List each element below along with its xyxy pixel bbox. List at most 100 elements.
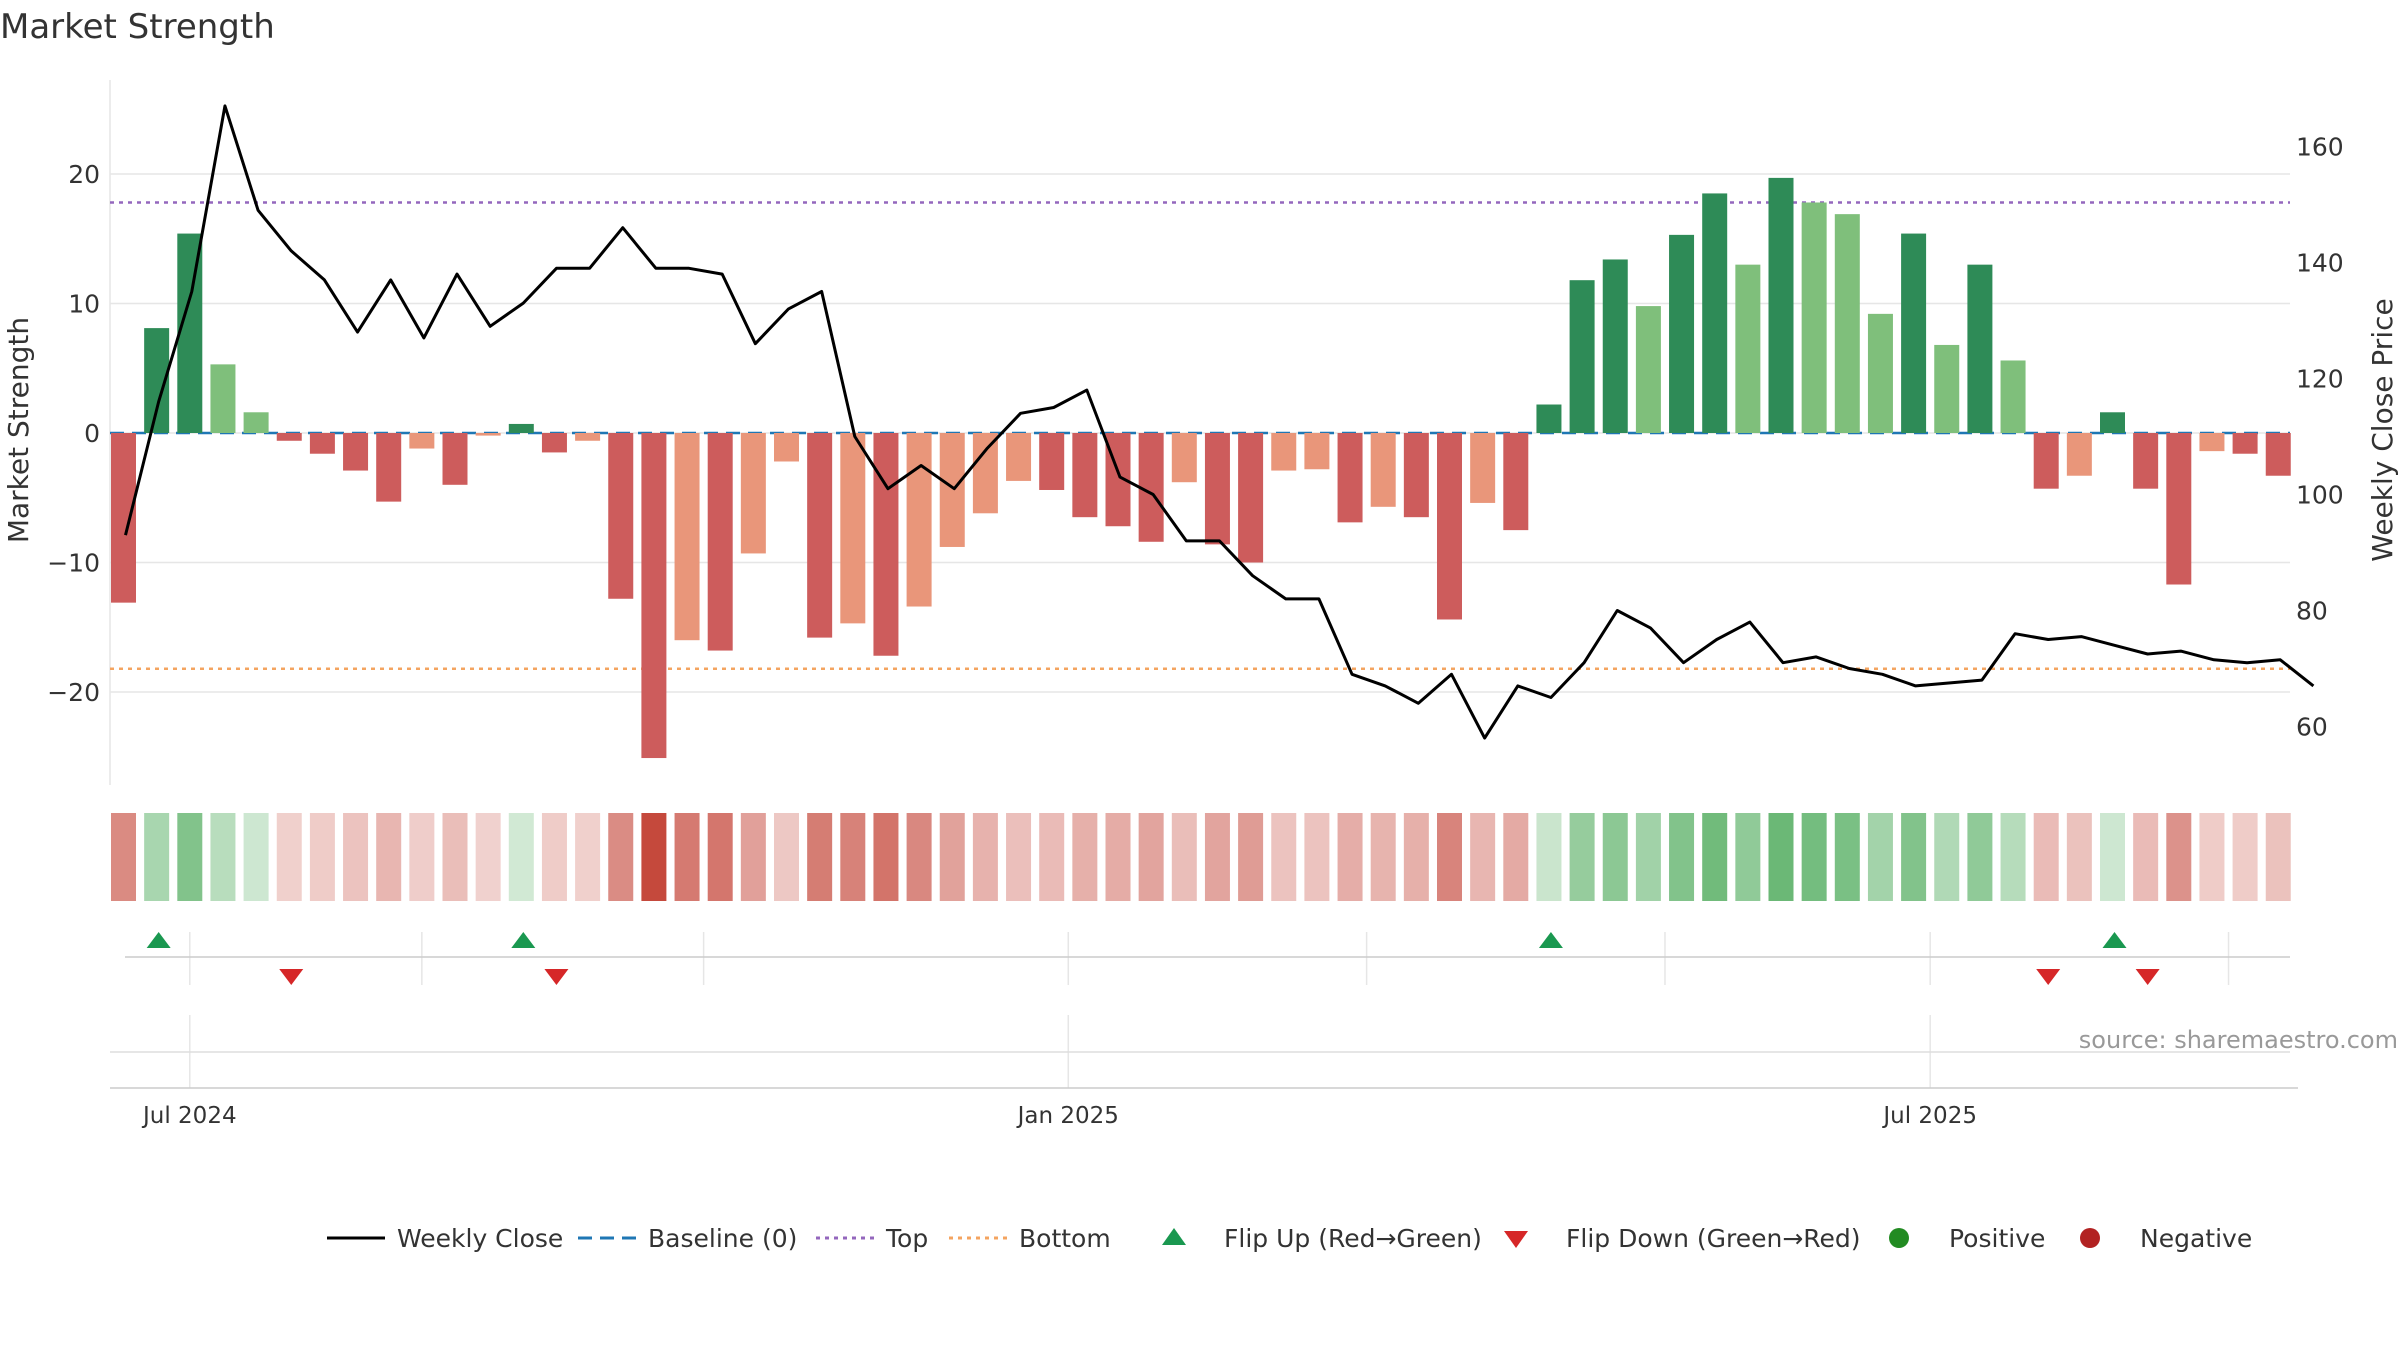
strength-bar [1171,433,1197,483]
strength-bar [1204,433,1230,545]
heatmap-cell [1138,813,1164,901]
strength-bars [111,177,2291,759]
legend-swatch-flip-down [1504,1231,1528,1248]
y2-axis-label: Weekly Close Price [2366,298,2399,561]
heatmap-cell [442,813,468,901]
strength-bar [442,433,468,485]
y-axis-label: Market Strength [2,317,35,543]
strength-bar [1801,202,1827,433]
weekly-close-line [124,104,2315,740]
heatmap-cell [1370,813,1396,901]
heatmap-cell [376,813,402,901]
strength-bar [309,433,335,454]
y-tick-label: 10 [68,290,100,319]
strength-bar [541,433,567,453]
y-tick-label: −20 [47,678,100,707]
heatmap-cell [111,813,136,901]
heatmap-cell [1635,813,1661,901]
heatmap-cell [1171,813,1197,901]
strength-bar [1768,177,1794,433]
heatmap-cell [1768,813,1794,901]
x-tick-label: Jul 2024 [141,1103,237,1129]
flip-down-marker [2135,969,2160,985]
strength-bar [1403,433,1429,518]
heatmap-cell [276,813,302,901]
heatmap-cell [309,813,335,901]
strength-bar [740,433,766,554]
heatmap-cell [1801,813,1827,901]
strength-bar [1006,433,1032,481]
strength-bar [575,433,601,441]
date-axis-panel: Jul 2024 Jan 2025 Jul 2025 [110,1015,2298,1129]
strength-bar [376,433,402,502]
heatmap-cell [2199,813,2225,901]
strength-bar [1271,433,1297,471]
y2-tick-label: 60 [2296,713,2328,742]
strength-bar [1602,259,1628,433]
heatmap-cell [1602,813,1628,901]
strength-bar [508,423,534,433]
strength-bar [972,433,998,514]
flip-up-marker [2102,932,2127,948]
strength-heatmap-strip [111,813,2291,901]
heatmap-cell [840,813,866,901]
heatmap-cell [740,813,766,901]
heatmap-cell [1536,813,1562,901]
strength-bar [1569,280,1595,433]
strength-bar [177,233,203,433]
reference-lines [110,201,2290,670]
y-tick-label: 20 [68,160,100,189]
heatmap-cell [1304,813,1330,901]
heatmap-cell [210,813,236,901]
strength-bar [2232,433,2258,454]
heatmap-cell [1072,813,1098,901]
heatmap-cell [243,813,269,901]
flip-down-marker [2036,969,2061,985]
strength-bar [1967,264,1993,433]
legend-swatch-negative [2080,1228,2100,1248]
strength-bar [2265,433,2291,476]
strength-bar [1934,344,1960,433]
y2-tick-label: 120 [2296,365,2344,394]
strength-bar [1867,313,1893,433]
heatmap-cell [641,813,667,901]
legend-label: Negative [2140,1224,2252,1253]
heatmap-cell [409,813,435,901]
heatmap-cell [972,813,998,901]
heatmap-cell [2066,813,2092,901]
heatmap-cell [873,813,899,901]
heatmap-cell [575,813,601,901]
strength-bar [1238,433,1264,563]
heatmap-cell [1569,813,1595,901]
heatmap-cell [2232,813,2258,901]
strength-bar [2100,412,2125,433]
strength-bar [210,364,236,433]
heatmap-cell [1337,813,1363,901]
strength-bar [707,433,733,651]
y-tick-label: −10 [47,549,100,578]
strength-bar [343,433,369,471]
heatmap-cell [541,813,567,901]
legend: Weekly Close Baseline (0) Top Bottom Flip Up… [327,1224,2252,1253]
strength-bar [1437,433,1462,620]
strength-bar [276,433,302,441]
heatmap-cell [1735,813,1761,901]
flip-down-marker [279,969,304,985]
heatmap-cell [475,813,501,901]
strength-bar [111,433,136,603]
heatmap-cell [1834,813,1860,901]
heatmap-cell [1105,813,1131,901]
y2-tick-label: 80 [2296,597,2328,626]
strength-bar [1635,306,1661,433]
heatmap-cell [939,813,965,901]
legend-label: Flip Up (Red→Green) [1224,1224,1482,1253]
heatmap-cell [1934,813,1960,901]
strength-bar [674,433,700,641]
strength-bar [774,433,799,462]
legend-label: Flip Down (Green→Red) [1566,1224,1861,1253]
legend-label: Baseline (0) [648,1224,797,1253]
strength-bar [939,433,965,547]
y2-tick-label: 140 [2296,249,2344,278]
y-tick-label: 0 [84,419,100,448]
heatmap-cell [1006,813,1032,901]
